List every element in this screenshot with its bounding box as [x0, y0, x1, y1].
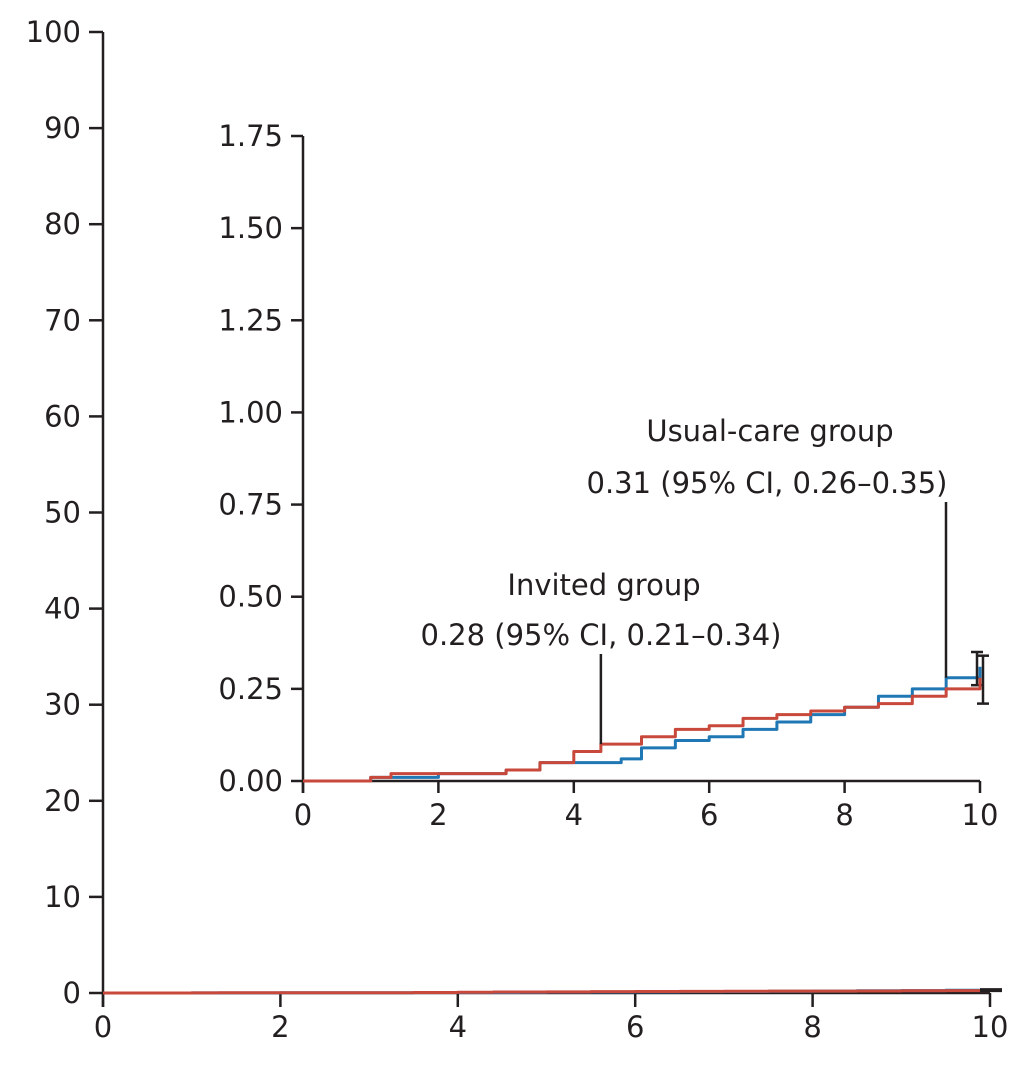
inset-x-tick-label: 6	[700, 798, 718, 832]
inset-ci-invited	[977, 654, 989, 705]
annotation-title-invited: Invited group	[507, 568, 700, 602]
annotation-value-usual: 0.31 (95% CI, 0.26–0.35)	[587, 466, 948, 500]
annotation-title-usual: Usual-care group	[646, 414, 893, 448]
main-y-tick-label: 70	[44, 303, 81, 337]
annotation-value-invited: 0.28 (95% CI, 0.21–0.34)	[421, 618, 782, 652]
inset-series-invited	[303, 677, 982, 783]
main-y-tick-label: 90	[44, 111, 81, 145]
main-y-tick-label: 80	[44, 207, 81, 241]
inset-y-tick-label: 0.00	[218, 764, 283, 798]
main-series-invited	[103, 989, 992, 995]
annotation-usual: Usual-care group 0.31 (95% CI, 0.26–0.35)	[587, 414, 948, 678]
inset-y-tick-label: 1.50	[218, 211, 283, 245]
main-y-tick-label: 20	[44, 784, 81, 818]
main-y-tick-label: 30	[44, 688, 81, 722]
main-y-tick-label: 60	[44, 399, 81, 433]
inset-y-tick-label: 1.00	[218, 395, 283, 429]
inset-x-tick-label: 4	[565, 798, 583, 832]
inset-series-usual	[303, 666, 982, 783]
main-x-tick-label: 8	[803, 1010, 821, 1044]
inset-y-tick-label: 1.75	[218, 119, 283, 153]
inset-x-tick-label: 10	[962, 798, 999, 832]
inset-x-tick-label: 0	[294, 798, 312, 832]
inset-y-tick-label: 0.75	[218, 488, 283, 522]
inset-x-tick-label: 2	[429, 798, 447, 832]
main-x-tick-label: 4	[449, 1010, 467, 1044]
inset-y-tick-label: 0.50	[218, 580, 283, 614]
main-y-tick-label: 50	[44, 496, 81, 530]
annotation-invited: Invited group 0.28 (95% CI, 0.21–0.34)	[421, 568, 782, 745]
main-x-tick-label: 6	[626, 1010, 644, 1044]
main-y-tick-label: 40	[44, 592, 81, 626]
main-x-tick-label: 2	[271, 1010, 289, 1044]
main-x-tick-label: 10	[972, 1010, 1009, 1044]
inset-y-tick-label: 0.25	[218, 672, 283, 706]
main-y-tick-label: 0	[63, 976, 81, 1010]
inset-y-tick-label: 1.25	[218, 303, 283, 337]
main-x-tick-label: 0	[94, 1010, 112, 1044]
main-y-tick-label: 10	[44, 880, 81, 914]
inset-x-tick-label: 8	[835, 798, 853, 832]
inset-plot: 0.00 0.25 0.50 0.75 1.00 1.25 1.50 1.75 0 2 4 6 8 10 U…	[218, 119, 998, 832]
main-y-tick-label: 100	[26, 15, 81, 49]
